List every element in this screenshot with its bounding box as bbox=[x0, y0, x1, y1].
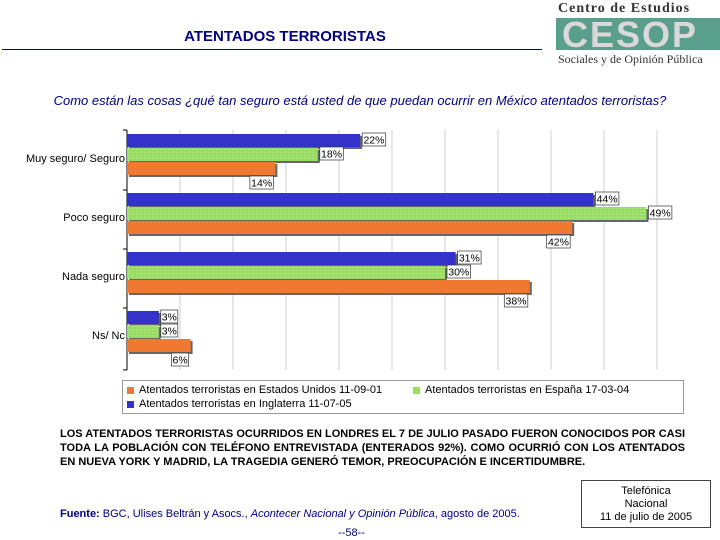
source-label: Fuente: bbox=[60, 508, 100, 520]
data-label: 44% bbox=[595, 191, 620, 206]
data-label: 3% bbox=[160, 323, 179, 338]
data-label-text: 42% bbox=[548, 237, 569, 249]
page-number: --58-- bbox=[338, 527, 365, 539]
source-note: Fuente: BGC, Ulises Beltrán y Asocs., Ac… bbox=[60, 508, 520, 520]
bar bbox=[127, 325, 159, 338]
data-label: 22% bbox=[361, 132, 387, 147]
data-label-box bbox=[446, 264, 471, 279]
source-publication: Acontecer Nacional y Opinión Pública bbox=[250, 508, 435, 520]
method-line-2: Nacional bbox=[624, 498, 668, 510]
data-label-text: 18% bbox=[321, 149, 342, 161]
data-label-box bbox=[361, 132, 387, 147]
bar bbox=[127, 221, 573, 234]
source-text-1: BGC, Ulises Beltrán y Asocs., bbox=[99, 508, 251, 520]
bar bbox=[127, 252, 456, 265]
data-label-text: 3% bbox=[162, 326, 177, 338]
data-label-text: 38% bbox=[506, 296, 527, 308]
title-divider bbox=[2, 49, 542, 50]
survey-question: Como están las cosas ¿qué tan seguro est… bbox=[53, 93, 667, 108]
data-label: 30% bbox=[446, 264, 471, 279]
cesop-logo: Centro de Estudios CESOP Sociales y de O… bbox=[556, 0, 720, 70]
data-label-text: 31% bbox=[459, 253, 480, 265]
legend-entry-england: Atentados terroristas en Inglaterra 11-0… bbox=[127, 398, 352, 410]
data-label-box bbox=[249, 175, 274, 190]
legend-label-usa: Atentados terroristas en Estados Unidos … bbox=[139, 384, 383, 396]
methodology-box: Telefónica Nacional 11 de julio de 2005 bbox=[581, 480, 711, 528]
method-line-3: 11 de julio de 2005 bbox=[599, 511, 693, 523]
bar bbox=[127, 193, 594, 206]
bar bbox=[127, 339, 191, 352]
data-label-text: 49% bbox=[650, 208, 671, 220]
source-text-2: , agosto de 2005. bbox=[434, 508, 520, 520]
legend-swatch-usa bbox=[127, 386, 134, 394]
summary-text: LOS ATENTADOS TERRORISTAS OCURRIDOS EN L… bbox=[60, 428, 685, 468]
data-label-box bbox=[171, 352, 189, 367]
data-label: 18% bbox=[319, 146, 344, 161]
logo-top-text: Centro de Estudios bbox=[558, 1, 691, 16]
data-label-box bbox=[319, 146, 344, 161]
category-label: Muy seguro/ Seguro bbox=[26, 153, 125, 165]
data-label: 49% bbox=[648, 205, 673, 220]
page-title: ATENTADOS TERRORISTAS bbox=[184, 28, 386, 45]
data-label-box bbox=[457, 250, 482, 265]
bar-chart: Muy seguro/ Seguro Poco seguro Nada seguro… bbox=[26, 129, 673, 371]
bar bbox=[127, 280, 530, 293]
bar bbox=[127, 266, 445, 279]
category-label: Nada seguro bbox=[62, 271, 125, 283]
data-label-text: 14% bbox=[251, 178, 272, 190]
data-label-box bbox=[160, 323, 179, 338]
bar bbox=[127, 134, 361, 147]
legend-swatch-spain bbox=[413, 386, 420, 394]
bar bbox=[127, 311, 159, 324]
legend-label-spain: Atentados terroristas en España 17-03-04 bbox=[425, 384, 630, 396]
data-label-box bbox=[160, 309, 179, 324]
data-label-text: 44% bbox=[597, 194, 618, 206]
data-label-box bbox=[595, 191, 620, 206]
data-label-box bbox=[546, 234, 571, 249]
bar bbox=[127, 207, 647, 220]
data-label: 38% bbox=[503, 293, 529, 308]
chart-categories: Muy seguro/ Seguro Poco seguro Nada seguro… bbox=[26, 153, 126, 342]
legend-entry-spain: Atentados terroristas en España 17-03-04 bbox=[413, 384, 629, 396]
logo-letters: CESOP bbox=[562, 14, 699, 55]
category-label: Poco seguro bbox=[63, 212, 125, 224]
data-label-text: 22% bbox=[363, 135, 384, 147]
logo-block bbox=[556, 18, 720, 50]
data-label-box bbox=[503, 293, 529, 308]
bar bbox=[127, 162, 276, 175]
chart-legend: Atentados terroristas en Estados Unidos … bbox=[122, 380, 684, 414]
chart-data-labels: 22% 18% 14% 44% 49% 42% 31% 30% 38% 3% 3% 6% bbox=[160, 132, 673, 367]
chart-bars bbox=[127, 134, 649, 354]
data-label: 31% bbox=[457, 250, 482, 265]
data-label: 42% bbox=[546, 234, 571, 249]
method-line-1: Telefónica bbox=[621, 485, 671, 497]
data-label: 6% bbox=[171, 352, 189, 367]
legend-swatch-england bbox=[127, 400, 134, 408]
bar bbox=[127, 148, 318, 161]
data-label-text: 3% bbox=[162, 312, 177, 324]
logo-bottom-text: Sociales y de Opinión Pública bbox=[558, 52, 703, 66]
data-label-text: 6% bbox=[173, 355, 188, 367]
category-label: Ns/ Nc bbox=[92, 330, 126, 342]
legend-label-england: Atentados terroristas en Inglaterra 11-0… bbox=[139, 398, 352, 410]
data-label-box bbox=[648, 205, 673, 220]
legend-entry-usa: Atentados terroristas en Estados Unidos … bbox=[127, 384, 382, 396]
data-label: 3% bbox=[160, 309, 179, 324]
data-label-text: 30% bbox=[448, 267, 469, 279]
data-label: 14% bbox=[249, 175, 274, 190]
